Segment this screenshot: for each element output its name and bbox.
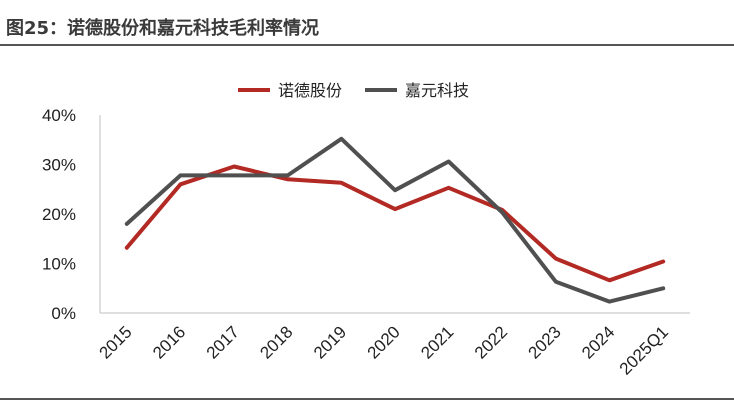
x-tick-label: 2021: [417, 322, 457, 362]
legend-label: 嘉元科技: [405, 81, 469, 100]
title-divider: [0, 44, 734, 46]
series-group: [124, 136, 666, 304]
y-tick-label: 40%: [42, 106, 76, 125]
legend: 诺德股份 嘉元科技: [238, 81, 469, 100]
x-tick-label: 2020: [364, 322, 404, 362]
x-tick-label: 2022: [471, 322, 511, 362]
x-tick-label: 2019: [310, 322, 350, 362]
x-tick-label: 2015: [95, 322, 135, 362]
x-tick-label: 2025Q1: [616, 322, 672, 378]
x-axis: 2015 2016 2017 2018 2019 2020 2021 2022 2023 2024…: [95, 312, 690, 379]
legend-label: 诺德股份: [278, 81, 342, 100]
x-tick-label: 2018: [256, 322, 296, 362]
x-tick-label: 2024: [578, 322, 618, 362]
series-line-1: [124, 164, 666, 283]
x-tick-label: 2017: [203, 322, 243, 362]
x-tick-label: 2023: [525, 322, 565, 362]
y-tick-label: 20%: [42, 205, 76, 224]
y-axis: 0% 10% 20% 30% 40%: [42, 106, 101, 323]
page-title: 图25：诺德股份和嘉元科技毛利率情况: [6, 18, 320, 39]
series-line-2: [124, 136, 666, 304]
y-tick-label: 30%: [42, 156, 76, 175]
y-tick-label: 0%: [51, 304, 76, 323]
x-tick-label: 2016: [149, 322, 189, 362]
footer-divider: [0, 398, 734, 400]
y-tick-label: 10%: [42, 255, 76, 274]
